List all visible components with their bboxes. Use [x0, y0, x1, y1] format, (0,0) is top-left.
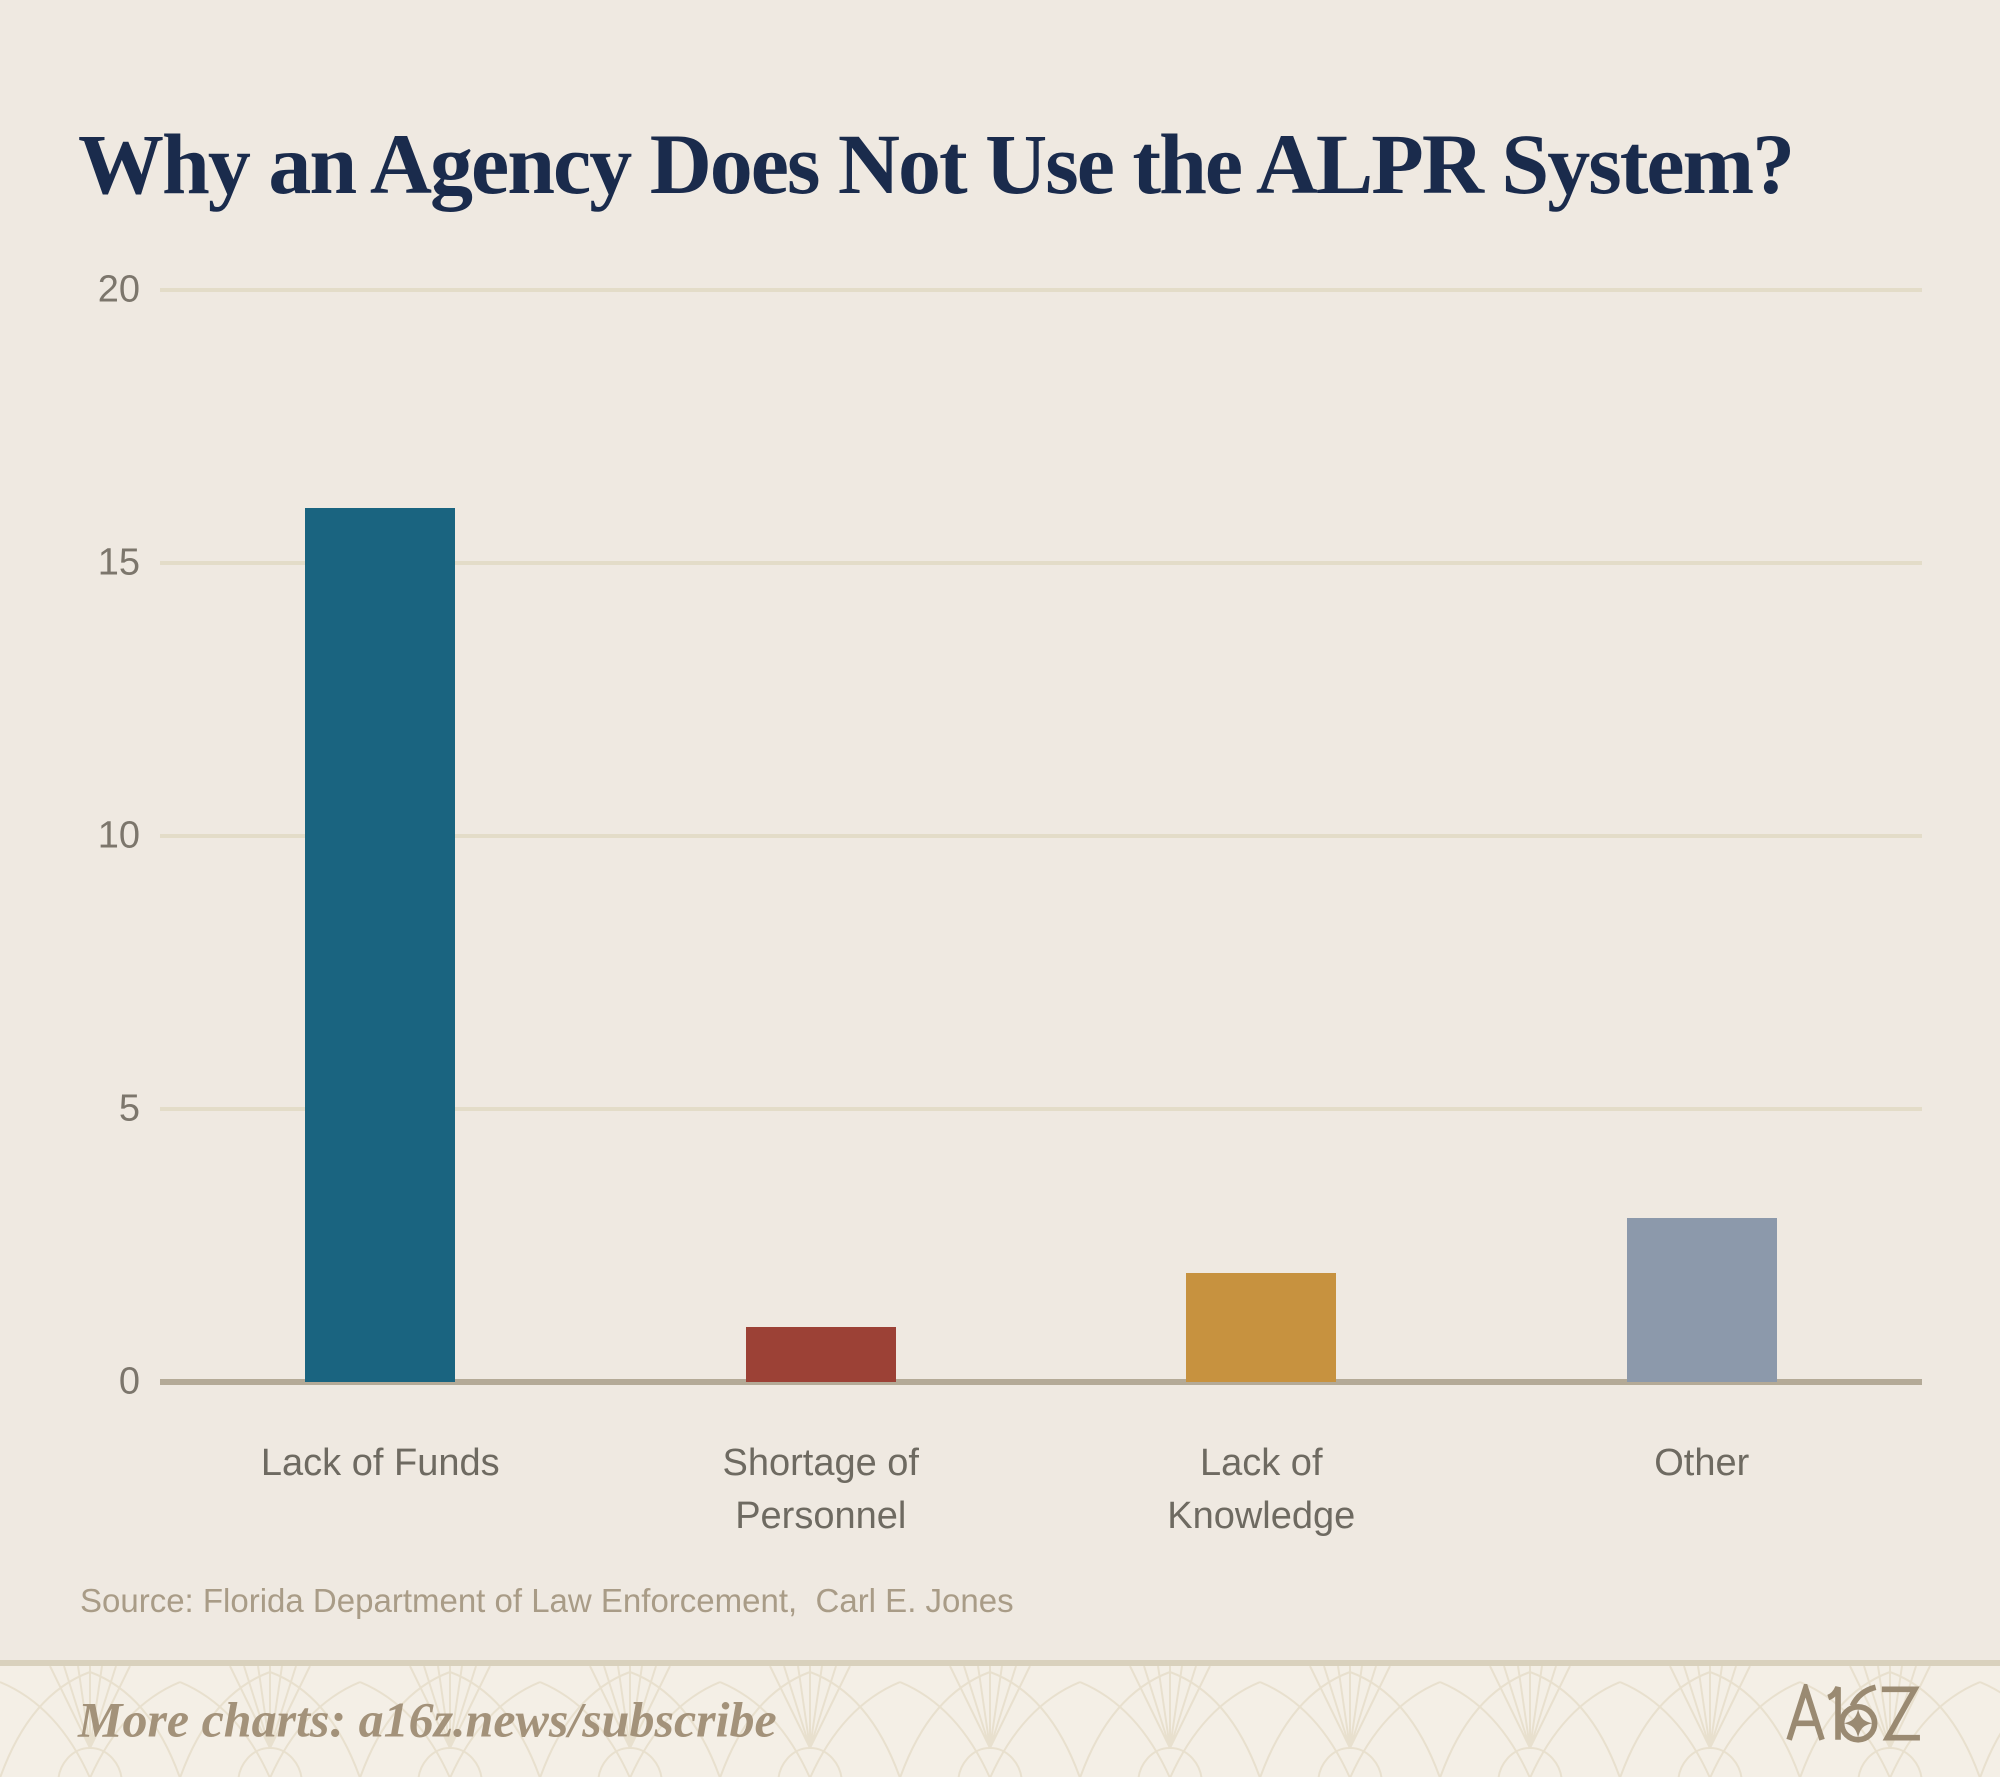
x-axis-label-lack-of-funds: Lack of Funds [260, 1442, 500, 1484]
y-tick-label-0: 0 [118, 1360, 140, 1403]
source-note: Source: Florida Department of Law Enforc… [80, 1582, 1014, 1619]
x-label-slot-other: Other [1482, 1437, 1923, 1543]
x-label-slot-shortage-of-personnel: Shortage of Personnel [601, 1437, 1042, 1543]
art-deco-pattern [0, 1666, 2000, 1777]
bar-slot-shortage-of-personnel [601, 290, 1042, 1382]
y-tick-label-5: 5 [118, 1087, 140, 1130]
a16z-logo [1786, 1684, 1920, 1743]
logo-letter-z [1881, 1686, 1920, 1741]
logo-letter-6-neck [1849, 1684, 1877, 1708]
x-label-slot-lack-of-knowledge: Lack of Knowledge [1041, 1437, 1482, 1543]
gridline-10: 10 [98, 815, 1922, 857]
footer-band: More charts: a16z.news/subscribe [0, 1666, 2000, 1777]
x-axis-label-lack-of-knowledge: Lack of Knowledge [1167, 1442, 1356, 1538]
logo-star [1843, 1708, 1873, 1738]
bars-group [160, 290, 1922, 1382]
bar-other [1626, 1218, 1777, 1382]
y-tick-label-10: 10 [97, 814, 140, 857]
bar-slot-lack-of-knowledge [1041, 290, 1482, 1382]
footer-divider [0, 1660, 2000, 1666]
x-axis-label-other: Other [1654, 1442, 1750, 1484]
plot-area: 20 15 10 5 0 [98, 269, 1922, 1403]
bar-shortage-of-personnel [745, 1327, 896, 1382]
logo-letter-1 [1827, 1686, 1841, 1740]
chart-title: Why an Agency Does Not Use the ALPR Syst… [78, 115, 1795, 212]
bar-lack-of-knowledge [1186, 1272, 1337, 1382]
bar-lack-of-funds [305, 508, 456, 1382]
logo-letter-6-bowl [1838, 1703, 1878, 1743]
gridline-5: 5 [119, 1088, 1922, 1130]
y-tick-label-20: 20 [97, 268, 140, 311]
gridline-15: 15 [98, 542, 1922, 584]
more-charts-text: More charts: a16z.news/subscribe [78, 1691, 777, 1748]
x-axis-line: 0 [119, 1361, 1922, 1403]
x-axis-label-shortage-of-personnel: Shortage of Personnel [722, 1442, 919, 1538]
bar-slot-lack-of-funds [160, 290, 601, 1382]
logo-letter-a [1786, 1684, 1825, 1741]
x-label-slot-lack-of-funds: Lack of Funds [160, 1437, 601, 1543]
bar-slot-other [1482, 290, 1923, 1382]
gridline-20: 20 [98, 269, 1922, 311]
x-axis-labels: Lack of Funds Shortage of Personnel Lack o… [160, 1437, 1922, 1543]
y-tick-label-15: 15 [97, 541, 140, 584]
